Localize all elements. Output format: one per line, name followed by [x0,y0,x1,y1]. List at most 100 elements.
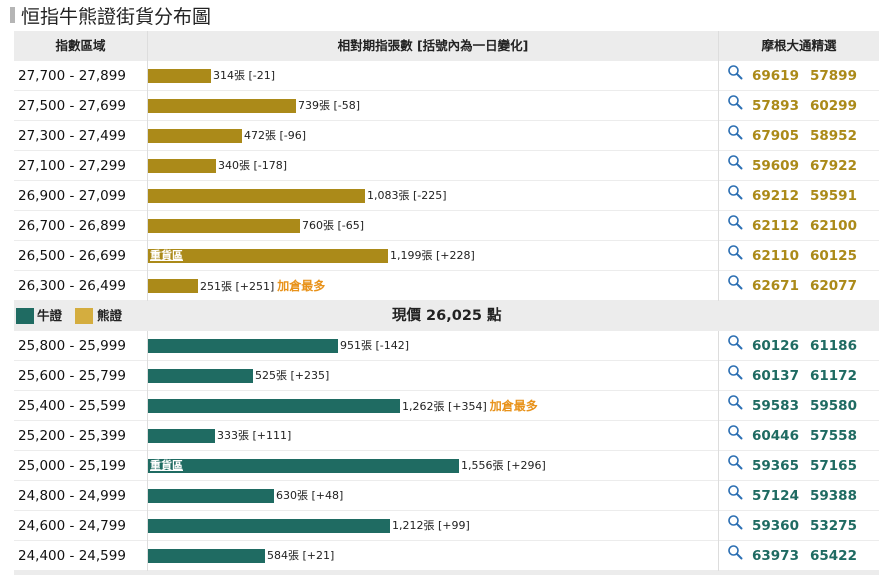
bull-code-link[interactable]: 59580 [810,398,857,414]
bear-row: 27,700 - 27,899 314張 [-21] 69619 57899 [14,61,879,91]
bull-code-link[interactable]: 61186 [810,338,857,354]
legend-bull-label: 牛證 [37,308,63,323]
bull-range-label: 25,000 - 25,199 [18,458,126,474]
bear-code-link[interactable]: 62100 [810,218,857,234]
bear-value-text: 340張 [-178] [218,159,288,172]
header-divider-2 [718,31,719,61]
bull-code-link[interactable]: 59583 [752,398,799,414]
bull-row: 25,400 - 25,599 1,262張 [+354] 加倉最多 59583 595… [14,391,879,421]
bull-code-link[interactable]: 59360 [752,518,799,534]
bull-value-text: 333張 [+111] [217,429,292,442]
bear-bar [148,129,242,143]
header-range: 指數區域 [55,38,106,53]
bear-range-label: 26,700 - 26,899 [18,218,126,234]
bull-code-link[interactable]: 59388 [810,488,857,504]
bull-code-link[interactable]: 57124 [752,488,799,504]
bear-code-link[interactable]: 69619 [752,68,799,84]
bear-row: 27,300 - 27,499 472張 [-96] 67905 58952 [14,121,879,151]
bull-row: 24,400 - 24,599 584張 [+21] 63973 65422 [14,541,879,571]
bear-value-label: 340張 [-178] [218,158,287,174]
bull-range-label: 24,800 - 24,999 [18,488,126,504]
bull-bar [148,429,215,443]
header-divider-1 [147,31,148,61]
bear-divider-2 [718,61,719,301]
bull-value-text: 584張 [+21] [267,549,335,562]
bear-value-text: 251張 [+251] [200,280,275,293]
bear-divider-1 [147,61,148,301]
bear-code-link[interactable]: 67905 [752,128,799,144]
bear-code-link[interactable]: 57893 [752,98,799,114]
bear-bar [148,279,198,293]
bull-value-label: 1,556張 [+296] [461,458,546,474]
search-icon[interactable] [727,184,743,200]
bear-code-link[interactable]: 67922 [810,158,857,174]
bull-row: 24,600 - 24,799 1,212張 [+99] 59360 53275 [14,511,879,541]
bull-row: 25,000 - 25,199 重貨區 1,556張 [+296] 59365 5716… [14,451,879,481]
bull-bar [148,339,338,353]
bear-value-text: 472張 [-96] [244,129,307,142]
bull-bar [148,369,253,383]
bear-code-link[interactable]: 62671 [752,278,799,294]
heavy-zone-tag: 重貨區 [150,459,183,472]
search-icon[interactable] [727,154,743,170]
cbbc-distribution-table: 指數區域 相對期指張數 [括號內為一日變化] 摩根大通精選 27,700 - 2… [14,31,879,575]
chart-title-block: 恒指牛熊證街貨分布圖 [10,3,211,28]
most-added-note: 加倉最多 [489,399,538,413]
bear-code-link[interactable]: 60125 [810,248,857,264]
bull-value-label: 333張 [+111] [217,428,291,444]
search-icon[interactable] [727,64,743,80]
bull-code-link[interactable]: 61172 [810,368,857,384]
bull-code-link[interactable]: 60126 [752,338,799,354]
bear-value-label: 472張 [-96] [244,128,306,144]
search-icon[interactable] [727,364,743,380]
search-icon[interactable] [727,124,743,140]
bull-range-label: 24,600 - 24,799 [18,518,126,534]
bull-range-label: 25,800 - 25,999 [18,338,126,354]
bear-code-link[interactable]: 59591 [810,188,857,204]
bear-bar [148,219,300,233]
title-marker [10,7,15,23]
legend-bear-label: 熊證 [97,308,123,323]
bear-range-label: 26,300 - 26,499 [18,278,126,294]
search-icon[interactable] [727,214,743,230]
bull-range-label: 25,600 - 25,799 [18,368,126,384]
search-icon[interactable] [727,244,743,260]
search-icon[interactable] [727,274,743,290]
search-icon[interactable] [727,424,743,440]
bear-code-link[interactable]: 69212 [752,188,799,204]
bull-code-link[interactable]: 60446 [752,428,799,444]
bull-code-link[interactable]: 60137 [752,368,799,384]
bull-code-link[interactable]: 63973 [752,548,799,564]
bull-code-link[interactable]: 53275 [810,518,857,534]
current-price: 現價 26,025 點 [392,308,502,324]
search-icon[interactable] [727,394,743,410]
bear-value-text: 1,199張 [+228] [390,249,475,262]
bear-code-link[interactable]: 60299 [810,98,857,114]
bull-value-text: 525張 [+235] [255,369,330,382]
legend-bear-swatch [75,308,93,324]
bull-row: 25,600 - 25,799 525張 [+235] 60137 61172 [14,361,879,391]
bear-bar: 重貨區 [148,249,388,263]
bull-code-link[interactable]: 59365 [752,458,799,474]
bull-code-link[interactable]: 57165 [810,458,857,474]
bear-code-link[interactable]: 57899 [810,68,857,84]
bear-code-link[interactable]: 62110 [752,248,799,264]
bear-range-label: 26,500 - 26,699 [18,248,126,264]
bear-code-link[interactable]: 62112 [752,218,799,234]
bear-code-link[interactable]: 62077 [810,278,857,294]
bull-rows: 25,800 - 25,999 951張 [-142] 60126 61186 25,6… [14,331,879,571]
bull-code-link[interactable]: 57558 [810,428,857,444]
search-icon[interactable] [727,484,743,500]
search-icon[interactable] [727,334,743,350]
search-icon[interactable] [727,514,743,530]
bear-code-link[interactable]: 59609 [752,158,799,174]
search-icon[interactable] [727,94,743,110]
search-icon[interactable] [727,544,743,560]
bull-value-label: 951張 [-142] [340,338,409,354]
bear-bar [148,69,211,83]
bear-code-link[interactable]: 58952 [810,128,857,144]
bear-row: 26,700 - 26,899 760張 [-65] 62112 62100 [14,211,879,241]
bear-value-label: 314張 [-21] [213,68,275,84]
bull-code-link[interactable]: 65422 [810,548,857,564]
search-icon[interactable] [727,454,743,470]
